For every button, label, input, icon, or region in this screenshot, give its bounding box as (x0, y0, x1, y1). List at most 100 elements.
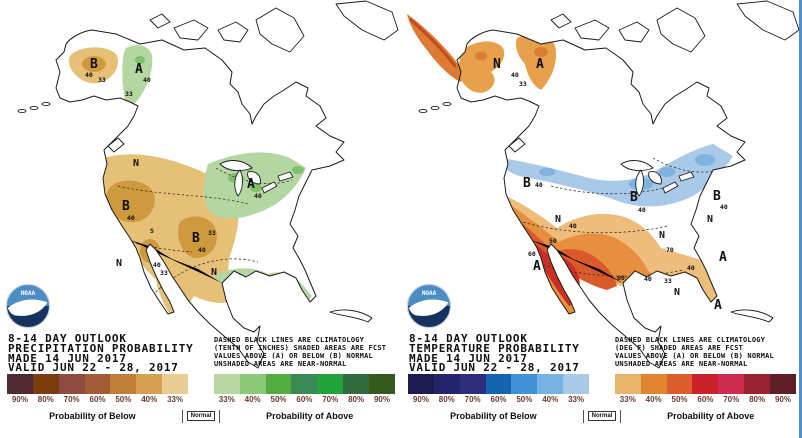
contour-label: 33 (664, 277, 672, 285)
gulf-speck (285, 287, 295, 293)
region-label: A (536, 57, 544, 72)
climatology-value-label: 5 (150, 227, 154, 235)
contour-label: 40 (198, 246, 206, 254)
below-normal-core-plains (177, 216, 217, 258)
contour-label: 33 (519, 80, 527, 88)
percent-label: 80% (438, 395, 455, 404)
colorbar-chip (640, 374, 667, 394)
colorbar-chip (692, 374, 719, 394)
contour-label: 40 (143, 76, 151, 84)
percent-label: 70% (464, 395, 481, 404)
contour-label: 40 (254, 192, 262, 200)
panhandle-blue-dot (527, 116, 531, 120)
below-normal-core-northwest (106, 180, 155, 223)
region-label: N (211, 267, 217, 278)
map-title: 8-14 DAY OUTLOOK TEMPERATURE PROBABILITY… (409, 332, 580, 375)
legend-divider (219, 409, 221, 423)
region-label: B (713, 189, 721, 204)
contour-label: 40 (535, 181, 543, 189)
percent-label (188, 395, 214, 406)
region-label: N (659, 230, 665, 241)
lakes-speck (250, 184, 262, 192)
colorbar-chip (718, 374, 745, 394)
precip-map-labels: B 40 33 A 40 33 N B 40 B 40 N N 40 33 A … (85, 57, 262, 278)
climatology-value-label: 70 (666, 246, 674, 254)
map-title: 8-14 DAY OUTLOOK PRECIPITATION PROBABILI… (8, 332, 194, 375)
above-normal-region-alaska-west (459, 41, 505, 93)
percent-label: 50% (115, 395, 132, 404)
region-label: N (707, 214, 713, 225)
percent-label: 50% (270, 395, 287, 404)
colorbar-chip (614, 374, 641, 394)
percent-label: 90% (774, 395, 791, 404)
normal-legend: Normal (579, 409, 626, 423)
percent-label: 33% (568, 395, 585, 404)
region-label: A (533, 259, 541, 274)
contour-label: 40 (511, 71, 519, 79)
colorbar-chip (369, 374, 395, 394)
probability-legend-row: Probability of Below Normal Probability … (7, 407, 395, 425)
region-label: A (247, 177, 255, 192)
contour-label: 40 (720, 203, 728, 211)
colorbar-chip (744, 374, 771, 394)
contour-label: 33 (208, 229, 216, 237)
percent-label (589, 395, 615, 406)
percent-labels-row: 90% 80% 70% 60% 50% 40% 33% 33% 40% 50% 60% 70% 80% 9… (7, 395, 395, 406)
percent-label: 90% (373, 395, 390, 404)
region-label: N (674, 287, 680, 298)
aleutian-above-streak (407, 14, 463, 82)
region-label: N (133, 158, 139, 169)
below-normal-region-north (501, 144, 733, 207)
probability-legend-row: Probability of Below Normal Probability … (408, 407, 796, 425)
percent-label: 50% (516, 395, 533, 404)
colorbar-chip (84, 374, 111, 394)
contour-label: 60 (528, 250, 536, 258)
contour-label: 40 (569, 222, 577, 230)
map-annotation: DASHED BLACK LINES ARE CLIMATOLOGY (DEG … (615, 336, 774, 369)
above-normal-50-region (498, 198, 701, 298)
colorbar-chip (770, 374, 796, 394)
percent-label: 33% (218, 395, 235, 404)
colorbar-chip (459, 374, 486, 394)
precip-colorbar (7, 374, 395, 394)
contour-label: 60 (617, 274, 625, 282)
percent-label: 60% (89, 395, 106, 404)
percent-label: 60% (296, 395, 313, 404)
maine-speck (292, 166, 304, 174)
percent-label: 90% (11, 395, 28, 404)
percent-label: 40% (542, 395, 559, 404)
map-annotation: DASHED BLACK LINES ARE CLIMATOLOGY (TENT… (214, 336, 387, 369)
contour-label: 40 (687, 264, 695, 272)
region-label: A (714, 298, 722, 313)
percent-label: 33% (167, 395, 184, 404)
blue-core-speck (695, 154, 715, 166)
colorbar-chip (666, 374, 693, 394)
percent-labels-row: 90% 80% 70% 60% 50% 40% 33% 33% 40% 50% 60% 70% 80% 9… (408, 395, 796, 406)
alaska-core-speck (534, 47, 548, 57)
contour-label: 40 (85, 71, 93, 79)
colorbar-chip (485, 374, 512, 394)
percent-label: 70% (63, 395, 80, 404)
above-normal-core-alaska (135, 56, 145, 64)
percent-label: 40% (244, 395, 261, 404)
region-label: N (493, 57, 501, 72)
region-label: A (719, 250, 727, 265)
colorbar-chip (188, 374, 214, 394)
colorbar-chip (213, 374, 240, 394)
climatology-dashed-lines (109, 167, 293, 303)
colorbar-chip (162, 374, 189, 394)
percent-label: 70% (723, 395, 740, 404)
above-normal-60-region (500, 204, 617, 290)
legend-divider (181, 409, 183, 423)
percent-label: 50% (671, 395, 688, 404)
contour-label: 40 (127, 214, 135, 222)
contour-label: 40 (644, 275, 652, 283)
region-label: B (630, 190, 638, 205)
percent-label: 70% (322, 395, 339, 404)
region-label: N (116, 258, 122, 269)
temperature-outlook-panel: N A 40 33 B 40 B 40 B 40 N N N A 40 50 6… (401, 0, 802, 438)
normal-label: Normal (587, 411, 617, 421)
colorbar-chip (563, 374, 590, 394)
normal-legend: Normal (178, 409, 225, 423)
